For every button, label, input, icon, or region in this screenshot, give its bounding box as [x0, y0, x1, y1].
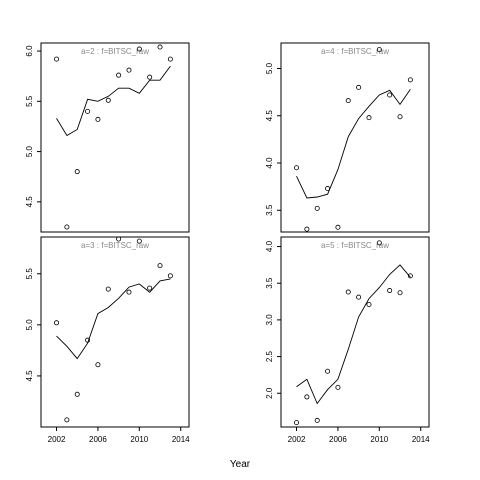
panel-4: a=5 : f=BITSC_raw 2.0 2.5 3.0 3.5 4.0 2002 2006…	[265, 236, 430, 444]
data-point	[366, 115, 372, 121]
data-point	[126, 289, 132, 295]
data-point	[376, 47, 382, 53]
y-tick-label: 2.0	[265, 387, 274, 399]
data-point	[147, 74, 153, 80]
data-point	[345, 289, 351, 295]
panel-frame	[40, 236, 190, 428]
data-point	[294, 165, 300, 171]
panel-frame	[40, 42, 190, 233]
data-point	[314, 205, 320, 211]
data-point	[116, 236, 122, 242]
data-point	[304, 226, 310, 232]
y-tick-label: 4.5	[25, 370, 34, 382]
y-tick-label: 4.5	[265, 110, 274, 122]
panel-1: a=2 : f=BITSC_raw 4.5 5.0 5.5 6.0	[25, 42, 190, 233]
x-tick-label: 2014	[172, 435, 190, 444]
data-point	[116, 72, 122, 78]
data-point	[397, 290, 403, 296]
data-point	[345, 98, 351, 104]
data-point	[85, 108, 91, 114]
x-tick-label: 2006	[89, 435, 107, 444]
data-point	[74, 169, 80, 175]
y-tick-label: 5.5	[25, 95, 34, 107]
data-point	[304, 394, 310, 400]
data-point	[157, 263, 163, 269]
data-point	[407, 273, 413, 279]
data-point	[366, 301, 372, 307]
x-tick-label: 2006	[329, 435, 347, 444]
data-point	[167, 273, 173, 279]
panel-title: a=5 : f=BITSC_raw	[321, 241, 389, 250]
panel-title: a=3 : f=BITSC_raw	[81, 241, 149, 250]
data-point	[397, 114, 403, 120]
data-point	[407, 77, 413, 83]
x-tick-label: 2014	[412, 435, 430, 444]
data-point	[376, 240, 382, 246]
data-point	[335, 224, 341, 230]
x-tick-label: 2010	[130, 435, 148, 444]
panel-frame	[280, 42, 430, 233]
y-tick-label: 5.0	[25, 145, 34, 157]
y-tick-label: 4.0	[265, 157, 274, 169]
y-tick-label: 5.5	[25, 268, 34, 280]
data-point	[95, 362, 101, 368]
panel-frame	[280, 236, 430, 428]
data-point	[136, 238, 142, 244]
panel-3: a=3 : f=BITSC_raw 4.5 5.0 5.5 2002 2006 2010 20…	[25, 236, 190, 444]
x-tick-label: 2010	[370, 435, 388, 444]
data-point	[64, 224, 70, 230]
y-tick-label: 5.0	[25, 319, 34, 331]
x-axis-title: Year	[230, 459, 251, 470]
data-point	[54, 320, 60, 326]
fitted-line	[56, 278, 171, 360]
panel-title: a=2 : f=BITSC_raw	[81, 47, 149, 56]
data-point	[74, 391, 80, 397]
data-point	[105, 286, 111, 292]
data-point	[64, 417, 70, 423]
y-tick-label: 3.5	[265, 277, 274, 289]
data-point	[105, 97, 111, 103]
data-point	[325, 368, 331, 374]
data-point	[356, 84, 362, 90]
data-point	[126, 67, 132, 73]
fitted-line	[296, 89, 411, 199]
data-point	[356, 294, 362, 300]
data-point	[147, 285, 153, 291]
data-point	[95, 116, 101, 122]
y-tick-label: 5.0	[265, 62, 274, 74]
data-point	[54, 56, 60, 62]
y-tick-label: 6.0	[25, 45, 34, 57]
fitted-line	[56, 65, 171, 137]
data-point	[136, 46, 142, 52]
data-point	[157, 44, 163, 50]
y-tick-label: 4.5	[25, 196, 34, 208]
data-point	[294, 420, 300, 426]
fitted-line	[296, 264, 411, 405]
data-point	[167, 56, 173, 62]
data-point	[387, 92, 393, 98]
panel-title: a=4 : f=BITSC_raw	[321, 47, 389, 56]
panel-2: a=4 : f=BITSC_raw 3.5 4.0 4.5 5.0	[265, 42, 430, 233]
x-tick-label: 2002	[288, 435, 306, 444]
y-tick-label: 3.5	[265, 204, 274, 216]
y-tick-label: 2.5	[265, 350, 274, 362]
x-tick-label: 2002	[48, 435, 66, 444]
panels: a=2 : f=BITSC_raw 4.5 5.0 5.5 6.0 a=4 : f=BIT…	[25, 42, 430, 444]
data-point	[387, 288, 393, 294]
data-point	[314, 417, 320, 423]
data-point	[335, 384, 341, 390]
y-tick-label: 3.0	[265, 314, 274, 326]
y-tick-label: 4.0	[265, 240, 274, 252]
